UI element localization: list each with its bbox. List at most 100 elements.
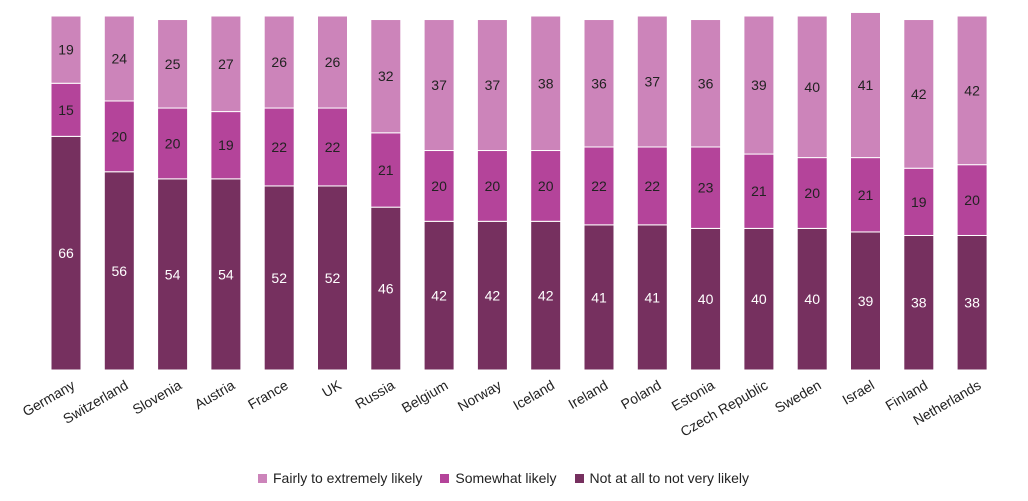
data-label-ireland-fairly-to-extremely-likely: 36: [591, 75, 607, 91]
bar-ireland-somewhat-likely: [583, 146, 615, 226]
bar-sweden-fairly-to-extremely-likely: [796, 15, 828, 159]
data-label-iceland-fairly-to-extremely-likely: 38: [538, 75, 554, 91]
data-label-slovenia-fairly-to-extremely-likely: 25: [165, 56, 181, 72]
bar-norway-not-at-all-to-not-very-likely: [476, 220, 508, 371]
bar-slovenia-not-at-all-to-not-very-likely: [157, 178, 189, 371]
data-label-uk-fairly-to-extremely-likely: 26: [325, 54, 341, 70]
data-label-uk-not-at-all-to-not-very-likely: 52: [325, 270, 341, 286]
bar-poland-not-at-all-to-not-very-likely: [636, 224, 668, 371]
bar-estonia-fairly-to-extremely-likely: [690, 19, 722, 148]
bar-norway-fairly-to-extremely-likely: [476, 19, 508, 152]
data-label-czech-republic-fairly-to-extremely-likely: 39: [751, 77, 767, 93]
data-label-sweden-somewhat-likely: 20: [804, 185, 820, 201]
data-label-estonia-fairly-to-extremely-likely: 36: [698, 75, 714, 91]
data-label-netherlands-not-at-all-to-not-very-likely: 38: [964, 295, 980, 311]
bar-ireland-fairly-to-extremely-likely: [583, 19, 615, 148]
data-label-ireland-somewhat-likely: 22: [591, 178, 607, 194]
data-label-switzerland-fairly-to-extremely-likely: 24: [112, 50, 128, 66]
bar-iceland-not-at-all-to-not-very-likely: [530, 220, 562, 371]
data-label-netherlands-somewhat-likely: 20: [964, 192, 980, 208]
x-tick-label-slovenia: Slovenia: [130, 377, 185, 418]
x-tick-label-france: France: [245, 377, 291, 413]
bar-israel-somewhat-likely: [850, 157, 881, 233]
data-label-ireland-not-at-all-to-not-very-likely: 41: [591, 289, 607, 305]
data-label-slovenia-somewhat-likely: 20: [165, 135, 181, 151]
bar-austria-not-at-all-to-not-very-likely: [210, 178, 242, 371]
bar-netherlands-not-at-all-to-not-very-likely: [956, 234, 988, 371]
bar-slovenia-fairly-to-extremely-likely: [157, 19, 189, 109]
legend-swatch-fairly-likely: [258, 473, 267, 483]
bar-poland-fairly-to-extremely-likely: [636, 15, 668, 148]
bar-uk-fairly-to-extremely-likely: [317, 15, 348, 109]
data-label-belgium-somewhat-likely: 20: [431, 178, 447, 194]
bar-uk-not-at-all-to-not-very-likely: [317, 185, 348, 371]
legend-swatch-not-likely: [574, 473, 584, 483]
bar-netherlands-somewhat-likely: [956, 164, 988, 236]
legend-label-not-likely: Not at all to not very likely: [589, 470, 750, 486]
x-tick-label-russia: Russia: [352, 377, 397, 412]
bar-estonia-not-at-all-to-not-very-likely: [690, 227, 722, 371]
bar-czech-republic-somewhat-likely: [743, 153, 775, 229]
data-label-iceland-somewhat-likely: 20: [538, 178, 554, 194]
data-label-czech-republic-somewhat-likely: 21: [751, 183, 767, 199]
data-label-switzerland-not-at-all-to-not-very-likely: 56: [112, 263, 128, 279]
data-label-germany-somewhat-likely: 15: [58, 102, 74, 118]
data-label-norway-somewhat-likely: 20: [485, 178, 501, 194]
data-label-israel-somewhat-likely: 21: [858, 187, 874, 203]
bar-germany-fairly-to-extremely-likely: [50, 15, 82, 84]
x-tick-label-poland: Poland: [618, 377, 664, 413]
bar-poland-somewhat-likely: [636, 146, 668, 226]
bar-finland-fairly-to-extremely-likely: [903, 19, 935, 169]
data-label-austria-not-at-all-to-not-very-likely: 54: [218, 266, 234, 282]
bar-iceland-somewhat-likely: [530, 150, 562, 222]
x-tick-label-belgium: Belgium: [399, 377, 451, 416]
bar-israel-not-at-all-to-not-very-likely: [850, 231, 881, 371]
bar-russia-not-at-all-to-not-very-likely: [370, 206, 402, 371]
data-label-germany-not-at-all-to-not-very-likely: 66: [58, 245, 74, 261]
bar-belgium-somewhat-likely: [423, 150, 455, 222]
bar-france-somewhat-likely: [263, 107, 295, 187]
data-label-uk-somewhat-likely: 22: [325, 139, 341, 155]
bar-belgium-fairly-to-extremely-likely: [423, 19, 455, 152]
data-label-france-somewhat-likely: 22: [271, 139, 287, 155]
data-label-switzerland-somewhat-likely: 20: [112, 128, 128, 144]
data-label-belgium-fairly-to-extremely-likely: 37: [431, 77, 447, 93]
bar-slovenia-somewhat-likely: [157, 107, 189, 180]
bar-france-fairly-to-extremely-likely: [263, 15, 295, 109]
bar-sweden-somewhat-likely: [796, 157, 828, 229]
data-label-russia-fairly-to-extremely-likely: 32: [378, 68, 394, 84]
legend-item-fairly-likely: Fairly to extremely likely: [258, 470, 422, 486]
legend-label-somewhat-likely: Somewhat likely: [455, 470, 557, 486]
data-label-estonia-somewhat-likely: 23: [698, 180, 714, 196]
bar-iceland-fairly-to-extremely-likely: [530, 15, 562, 152]
legend-item-somewhat-likely: Somewhat likely: [440, 470, 557, 486]
bar-netherlands-fairly-to-extremely-likely: [956, 15, 988, 166]
bar-belgium-not-at-all-to-not-very-likely: [423, 220, 455, 371]
bar-sweden-not-at-all-to-not-very-likely: [796, 227, 828, 371]
data-label-poland-not-at-all-to-not-very-likely: 41: [645, 289, 661, 305]
bar-czech-republic-not-at-all-to-not-very-likely: [743, 227, 775, 371]
bar-switzerland-somewhat-likely: [103, 100, 135, 173]
data-label-finland-fairly-to-extremely-likely: 42: [911, 86, 927, 102]
data-label-austria-fairly-to-extremely-likely: 27: [218, 56, 234, 72]
data-label-slovenia-not-at-all-to-not-very-likely: 54: [165, 266, 181, 282]
data-label-russia-not-at-all-to-not-very-likely: 46: [378, 281, 394, 297]
x-tick-label-israel: Israel: [839, 377, 877, 408]
data-label-israel-not-at-all-to-not-very-likely: 39: [858, 293, 874, 309]
bar-finland-not-at-all-to-not-very-likely: [903, 234, 935, 371]
data-label-poland-fairly-to-extremely-likely: 37: [645, 73, 661, 89]
data-label-iceland-not-at-all-to-not-very-likely: 42: [538, 288, 554, 304]
bar-russia-fairly-to-extremely-likely: [370, 19, 402, 134]
data-label-france-not-at-all-to-not-very-likely: 52: [271, 270, 287, 286]
bar-switzerland-fairly-to-extremely-likely: [103, 15, 135, 102]
bar-ireland-not-at-all-to-not-very-likely: [583, 224, 615, 371]
data-label-sweden-fairly-to-extremely-likely: 40: [804, 79, 820, 95]
x-tick-label-norway: Norway: [455, 377, 504, 415]
legend-label-fairly-likely: Fairly to extremely likely: [273, 470, 423, 486]
legend-item-not-likely: Not at all to not very likely: [574, 470, 750, 486]
bar-finland-somewhat-likely: [903, 167, 935, 236]
data-label-sweden-not-at-all-to-not-very-likely: 40: [804, 291, 820, 307]
bar-germany-not-at-all-to-not-very-likely: [50, 135, 82, 371]
data-label-norway-not-at-all-to-not-very-likely: 42: [485, 288, 501, 304]
